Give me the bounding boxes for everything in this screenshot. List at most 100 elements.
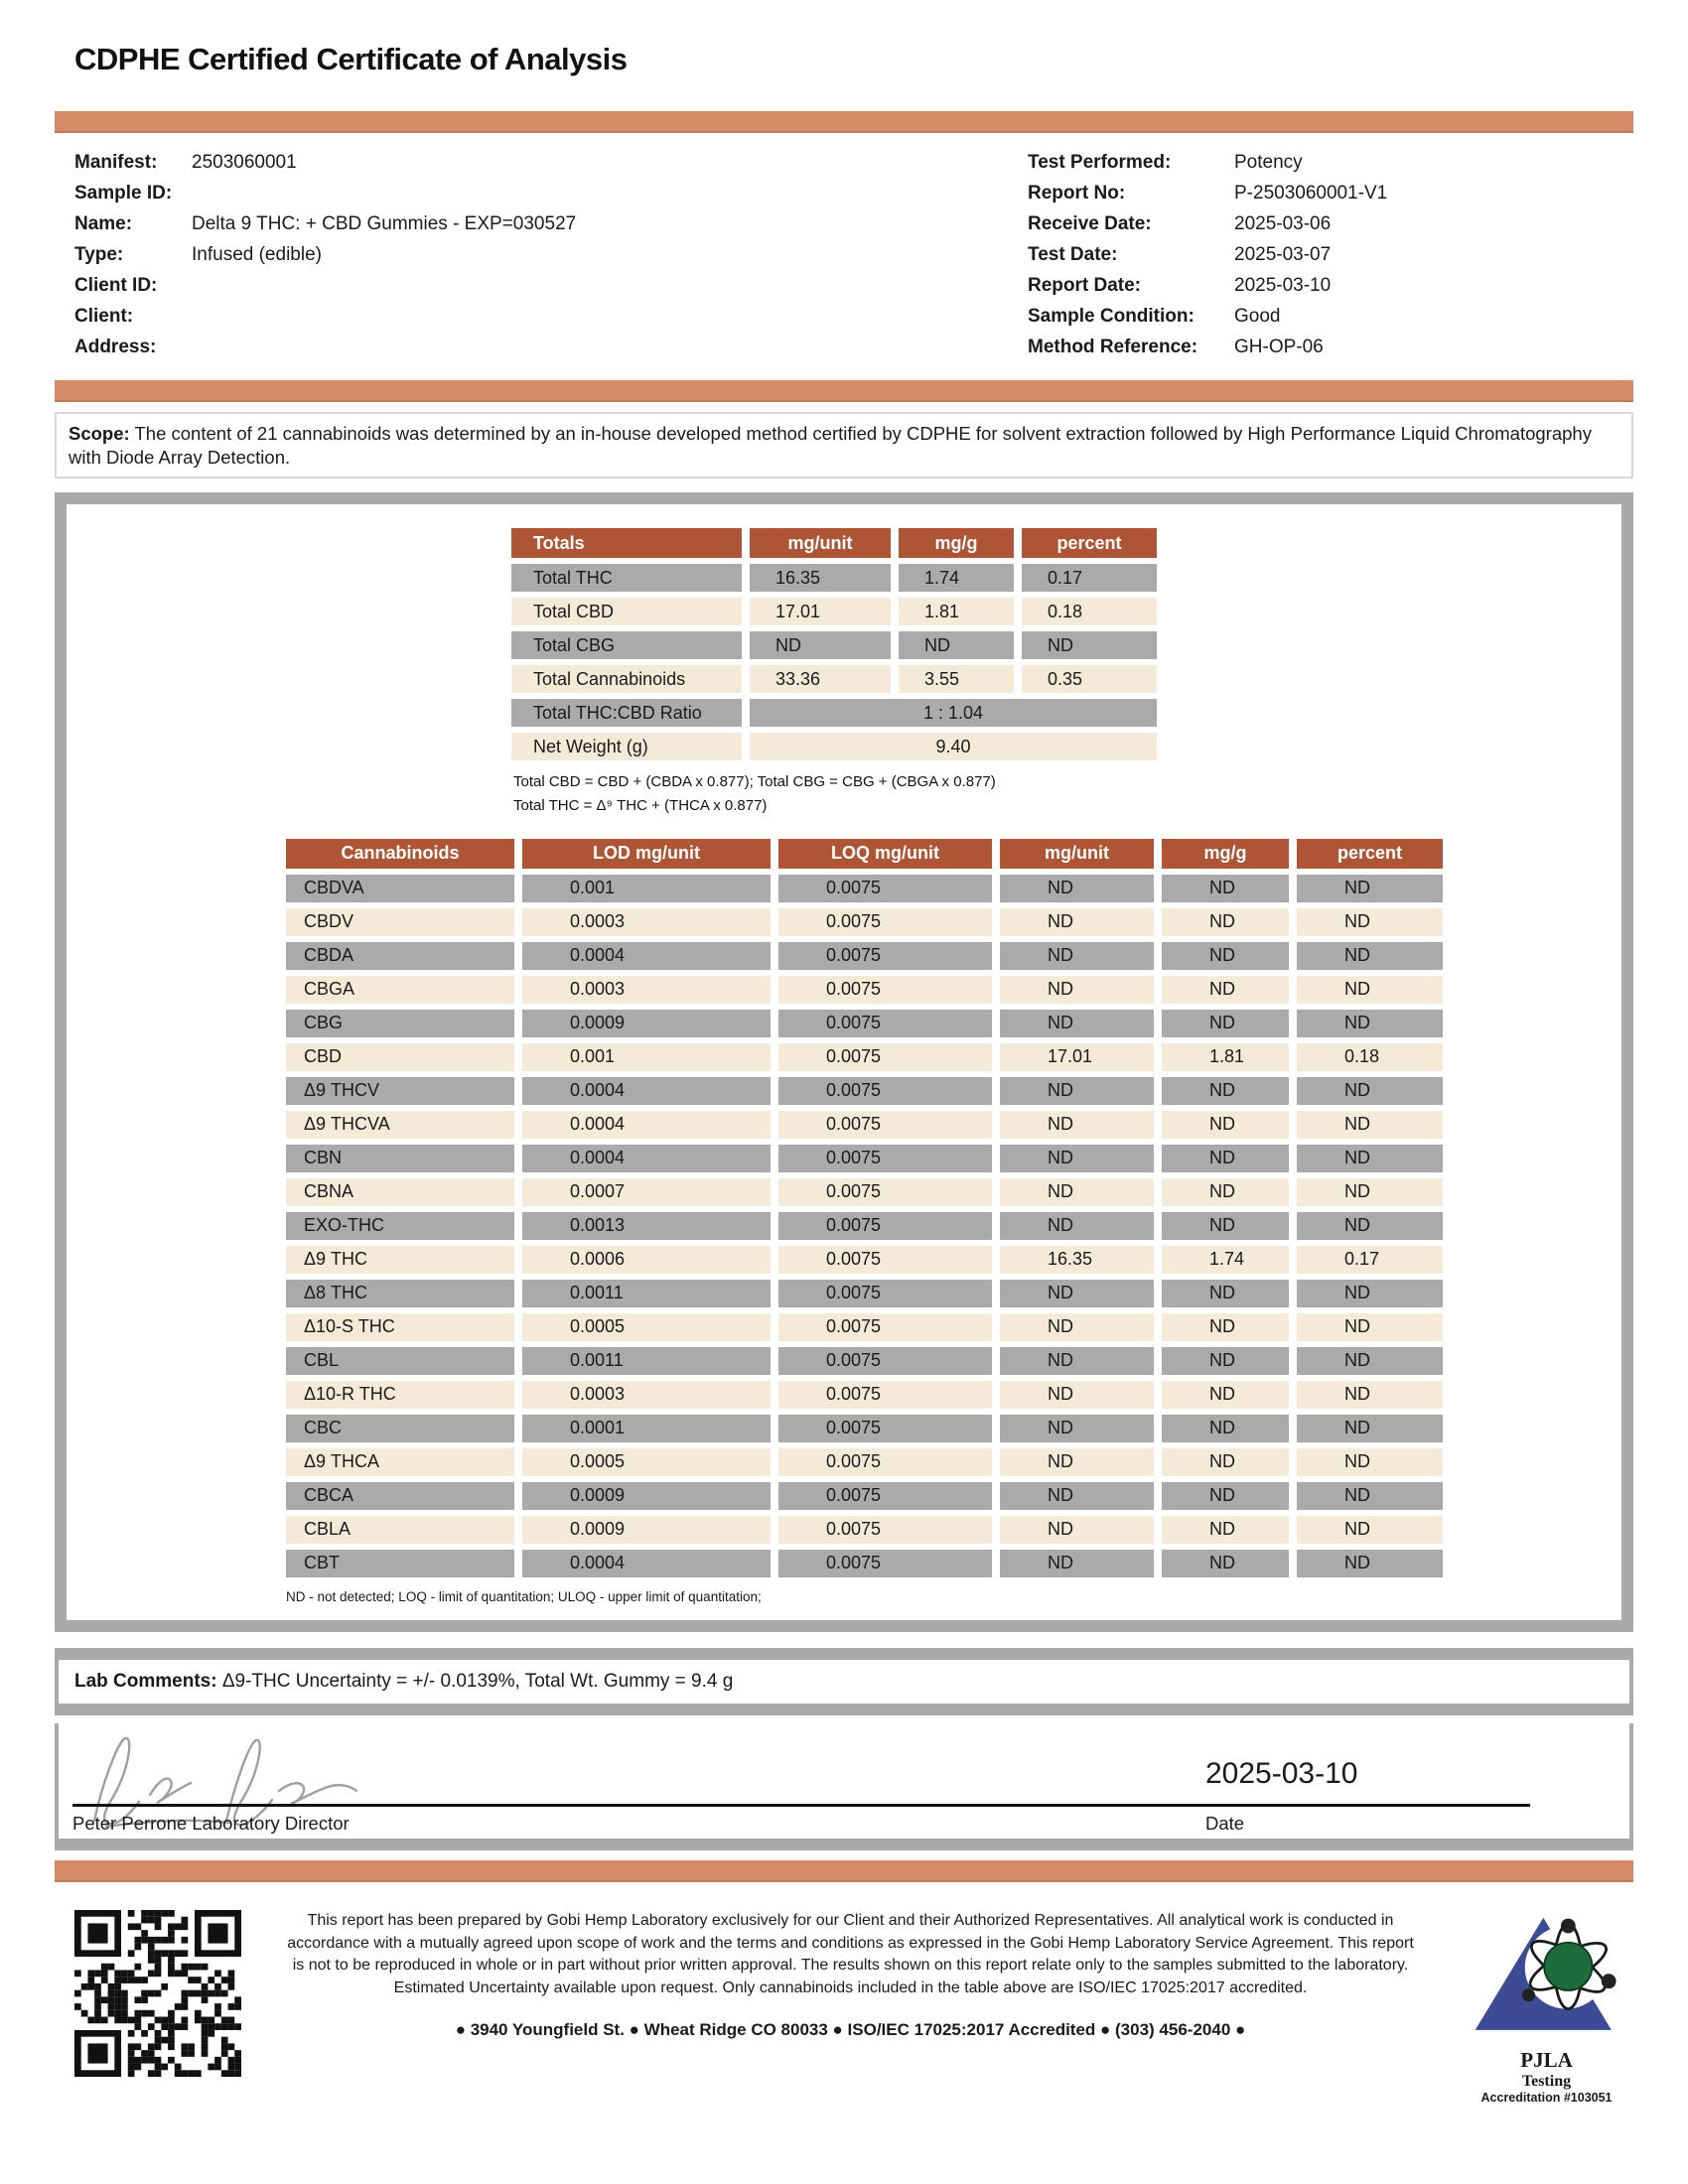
analyte-name-cell: Δ9 THCA	[286, 1447, 514, 1476]
value-cell: ND	[1297, 1211, 1443, 1240]
value-cell: 0.0001	[522, 1414, 771, 1442]
formula-note-cbd-cbg: Total CBD = CBD + (CBDA x 0.877); Total …	[513, 773, 996, 791]
field-value: Infused (edible)	[192, 244, 322, 265]
value-cell: ND	[1162, 941, 1289, 970]
info-row: Type: Infused (edible)	[74, 239, 576, 270]
analyte-name-cell: Total Cannabinoids	[511, 665, 742, 694]
table-row: Total THC 16.35 1.74 0.17	[511, 564, 1157, 593]
column-header: mg/unit	[750, 528, 891, 559]
value-cell: 1.81	[899, 598, 1014, 626]
value-cell: 16.35	[1000, 1245, 1154, 1274]
value-cell: 33.36	[750, 665, 891, 694]
value-cell: ND	[1000, 1481, 1154, 1510]
value-cell: 0.0011	[522, 1346, 771, 1375]
value-cell: ND	[1162, 1549, 1289, 1577]
value-cell: ND	[1162, 975, 1289, 1004]
value-cell: ND	[1162, 1144, 1289, 1172]
totals-header-row: Totals mg/unit mg/g percent	[511, 528, 1157, 559]
analyte-name-cell: CBT	[286, 1549, 514, 1577]
divider-bar-top	[55, 111, 1633, 133]
column-header: Totals	[511, 528, 742, 559]
analyte-name-cell: Δ8 THC	[286, 1279, 514, 1307]
field-value: Potency	[1234, 152, 1303, 173]
table-row: Δ9 THC 0.0006 0.0075 16.35 1.74 0.17	[286, 1245, 1443, 1274]
lab-address-line: ● 3940 Youngfield St. ● Wheat Ridge CO 8…	[455, 2019, 1246, 2039]
value-cell: ND	[1297, 1481, 1443, 1510]
value-cell: 0.0004	[522, 1144, 771, 1172]
value-cell: ND	[1297, 1279, 1443, 1307]
table-row: CBT 0.0004 0.0075 ND ND ND	[286, 1549, 1443, 1577]
field-value: Good	[1234, 306, 1281, 327]
table-row: Δ10-S THC 0.0005 0.0075 ND ND ND	[286, 1312, 1443, 1341]
table-row: CBN 0.0004 0.0075 ND ND ND	[286, 1144, 1443, 1172]
column-header: Cannabinoids	[286, 838, 514, 869]
analyte-name-cell: CBDVA	[286, 874, 514, 902]
value-cell: ND	[1162, 1009, 1289, 1037]
analyte-name-cell: CBDA	[286, 941, 514, 970]
table-row: CBLA 0.0009 0.0075 ND ND ND	[286, 1515, 1443, 1544]
value-cell: 0.0009	[522, 1481, 771, 1510]
value-cell: 0.0004	[522, 941, 771, 970]
value-cell: ND	[1000, 1380, 1154, 1409]
value-cell: ND	[1000, 975, 1154, 1004]
field-label: Report No:	[1028, 183, 1126, 204]
value-cell: ND	[1162, 1414, 1289, 1442]
value-cell: 0.0075	[778, 1042, 992, 1071]
signature-date-value: 2025-03-10	[1205, 1756, 1358, 1790]
value-cell: 0.0075	[778, 1481, 992, 1510]
info-row: Method Reference: GH-OP-06	[1028, 332, 1614, 362]
totals-table: Totals mg/unit mg/g percent Total THC 16.35 1…	[503, 522, 1165, 766]
scope-text: The content of 21 cannabinoids was deter…	[69, 423, 1592, 468]
sample-info-section: Manifest: 2503060001 Sample ID: Name: Delta …	[55, 133, 1633, 368]
field-value: 2025-03-07	[1234, 244, 1332, 265]
value-cell: ND	[1297, 1515, 1443, 1544]
analyte-name-cell: Δ9 THC	[286, 1245, 514, 1274]
table-row: CBDVA 0.001 0.0075 ND ND ND	[286, 874, 1443, 902]
divider-bar-scope	[55, 380, 1633, 402]
value-cell: 0.0004	[522, 1549, 771, 1577]
ratio-value: 1 : 1.04	[750, 699, 1157, 728]
field-label: Test Date:	[1028, 244, 1118, 265]
analyte-name-cell: CBN	[286, 1144, 514, 1172]
page-title: CDPHE Certified Certificate of Analysis	[74, 42, 628, 76]
table-row: CBC 0.0001 0.0075 ND ND ND	[286, 1414, 1443, 1442]
value-cell: 0.0075	[778, 1515, 992, 1544]
column-header: mg/unit	[1000, 838, 1154, 869]
column-header: LOD mg/unit	[522, 838, 771, 869]
field-value: 2025-03-06	[1234, 213, 1332, 234]
value-cell: ND	[1162, 1110, 1289, 1139]
value-cell: 17.01	[750, 598, 891, 626]
sample-info-left: Manifest: 2503060001 Sample ID: Name: Delta …	[74, 147, 576, 362]
value-cell: ND	[1297, 874, 1443, 902]
analyte-name-cell: CBNA	[286, 1177, 514, 1206]
column-header: mg/g	[899, 528, 1014, 559]
value-cell: 0.0005	[522, 1312, 771, 1341]
value-cell: 17.01	[1000, 1042, 1154, 1071]
value-cell: ND	[1297, 1380, 1443, 1409]
pjla-testing: Testing	[1521, 2072, 1572, 2090]
value-cell: 0.0075	[778, 907, 992, 936]
value-cell: 0.0075	[778, 1346, 992, 1375]
report-info-right: Test Performed: Potency Report No: P-250306…	[1028, 147, 1614, 362]
info-row: Receive Date: 2025-03-06	[1028, 208, 1614, 239]
value-cell: ND	[1297, 1009, 1443, 1037]
value-cell: ND	[1162, 1177, 1289, 1206]
column-header: percent	[1297, 838, 1443, 869]
value-cell: 0.0075	[778, 874, 992, 902]
analyte-name-cell: CBGA	[286, 975, 514, 1004]
table-row: Δ9 THCV 0.0004 0.0075 ND ND ND	[286, 1076, 1443, 1105]
info-row: Test Date: 2025-03-07	[1028, 239, 1614, 270]
date-label: Date	[1205, 1812, 1245, 1834]
field-label: Client:	[74, 306, 134, 327]
formula-note-thc: Total THC = Δ⁹ THC + (THCA x 0.877)	[513, 796, 768, 814]
pjla-accreditation-number: Accreditation #103051	[1480, 2090, 1613, 2105]
field-value: GH-OP-06	[1234, 337, 1324, 357]
ratio-label: Total THC:CBD Ratio	[511, 699, 742, 728]
field-label: Client ID:	[74, 275, 158, 296]
value-cell: ND	[1297, 1076, 1443, 1105]
field-value: Delta 9 THC: + CBD Gummies - EXP=030527	[192, 213, 577, 234]
analyte-name-cell: CBG	[286, 1009, 514, 1037]
value-cell: 0.17	[1297, 1245, 1443, 1274]
value-cell: ND	[1000, 1211, 1154, 1240]
value-cell: 0.0009	[522, 1009, 771, 1037]
